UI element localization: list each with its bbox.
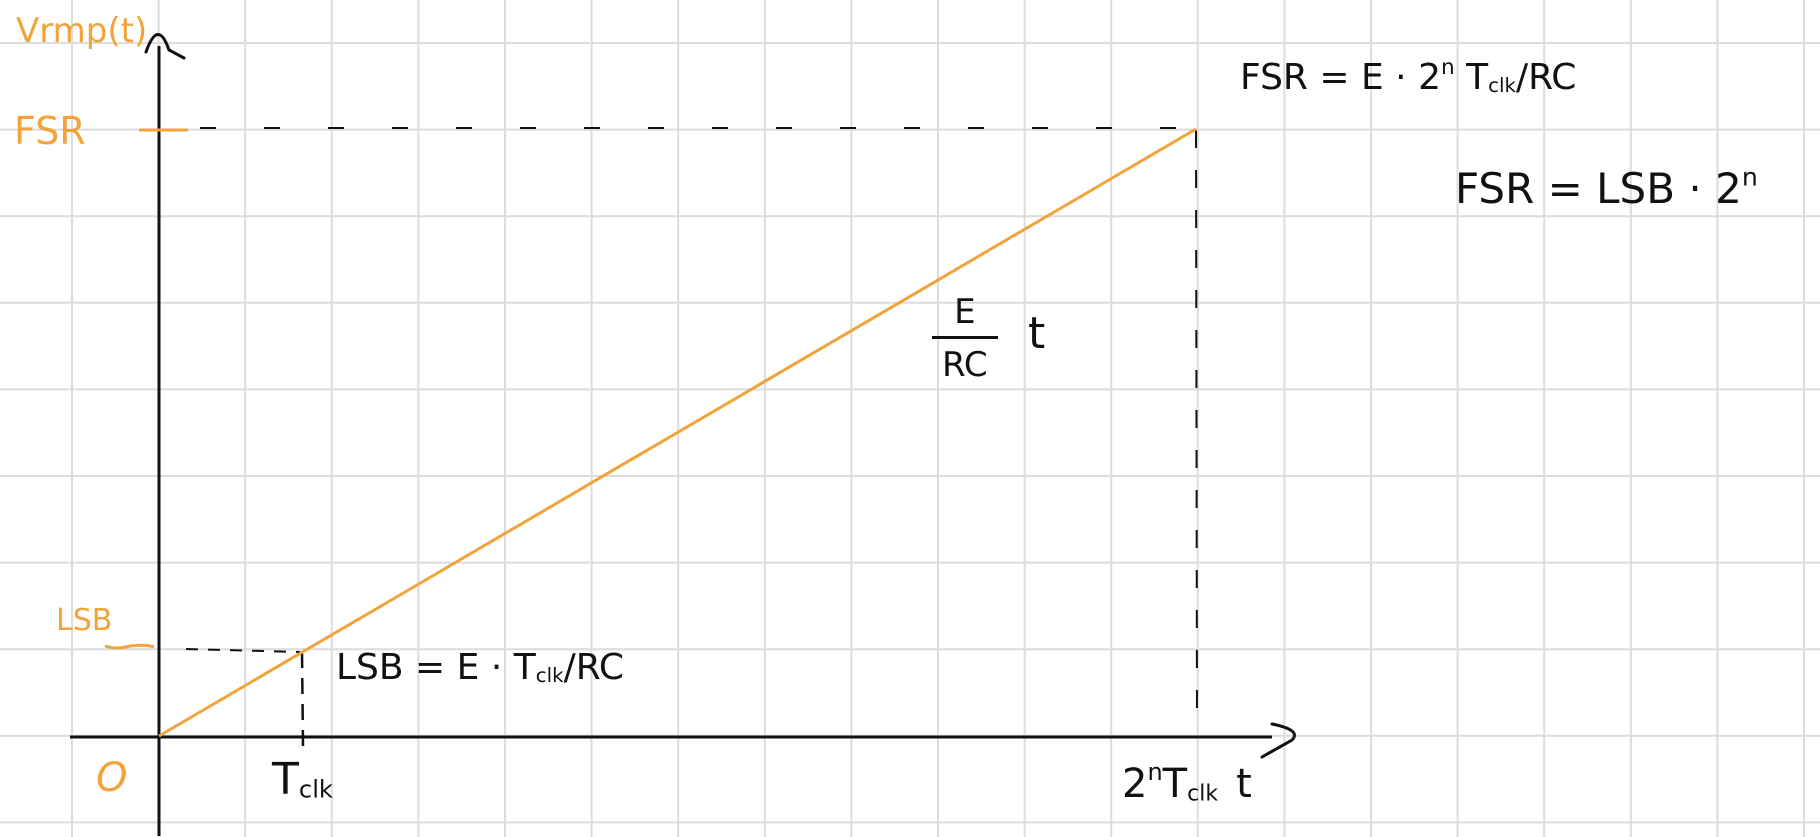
lsb-eq-right: /RC <box>563 647 625 688</box>
tclk-sub: clk <box>298 775 333 804</box>
full-pre: 2 <box>1122 761 1148 807</box>
tclk-tick-label: Tclk <box>272 758 333 802</box>
fsr-eq-right: /RC <box>1515 57 1577 98</box>
fsr-eq-left: FSR = E · 2 <box>1240 57 1441 98</box>
x-axis-label: t <box>1236 761 1252 807</box>
slope-numerator: E <box>954 292 976 332</box>
full-base: T <box>1162 761 1188 807</box>
fsr-lsb-sup: n <box>1741 162 1758 192</box>
lsb-dashed-horizontal <box>185 648 301 653</box>
full-sup: n <box>1147 758 1163 787</box>
tclk-dashed-vertical <box>300 651 305 747</box>
y-axis-label: Vrmp(t) <box>16 11 148 51</box>
slope-fraction: E RC <box>932 292 998 385</box>
fsr-dashed-vertical <box>1195 129 1198 723</box>
fsr-equation: FSR = E · 2n Tclk/RC <box>1240 57 1577 98</box>
fsr-eq-mid: T <box>1454 57 1489 98</box>
x-axis-arrow <box>1260 722 1296 759</box>
lsb-label: LSB <box>56 603 113 638</box>
fsr-lsb-text: FSR = LSB · 2 <box>1455 164 1742 213</box>
lsb-eq-left: LSB = E · T <box>336 647 536 688</box>
fsr-eq-sup: n <box>1440 54 1455 80</box>
fsr-eq-sub: clk <box>1488 73 1516 97</box>
fsr-lsb-relation: FSR = LSB · 2n <box>1455 164 1758 210</box>
full-scale-time-label: 2nTclk t <box>1122 760 1252 807</box>
origin-label: O <box>96 755 128 801</box>
full-sub: clk <box>1187 781 1219 807</box>
slope-variable: t <box>1028 308 1046 359</box>
y-axis-arrow <box>144 33 186 60</box>
lsb-equation: LSB = E · Tclk/RC <box>336 650 624 686</box>
slope-denominator: RC <box>932 336 998 385</box>
lsb-eq-sub: clk <box>535 663 564 687</box>
tclk-base: T <box>272 754 299 805</box>
lsb-tick <box>104 643 155 650</box>
ramp-line <box>158 127 1197 738</box>
fsr-label: FSR <box>14 109 86 153</box>
